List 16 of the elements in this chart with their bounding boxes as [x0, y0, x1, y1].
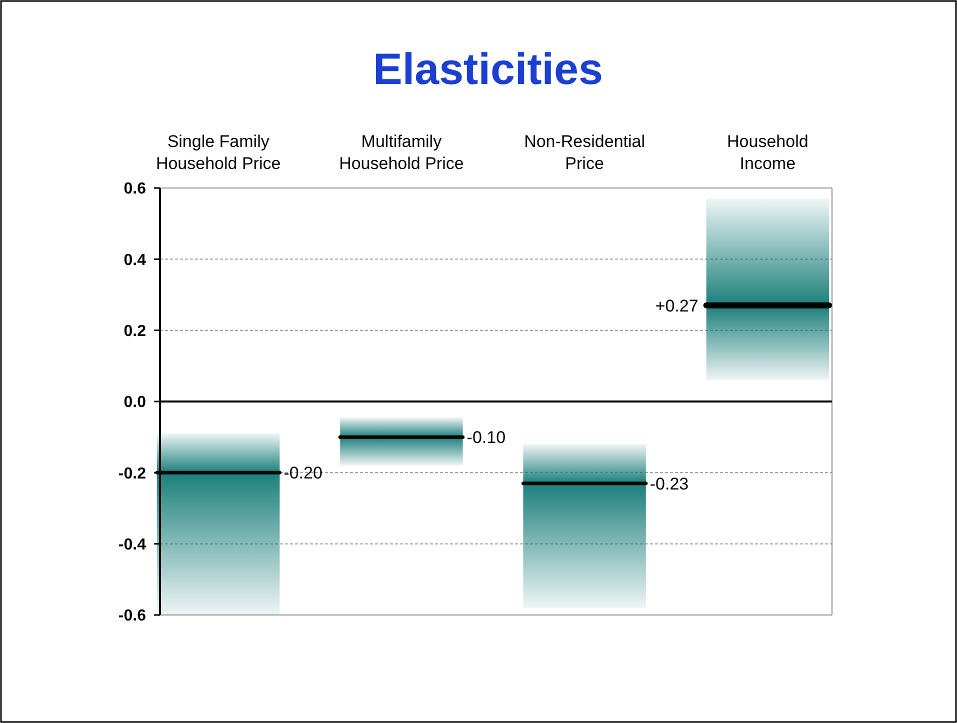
y-tick-label: -0.2	[118, 465, 146, 482]
x-tick-label: Household Income	[727, 132, 808, 173]
annotation: -0.20	[284, 464, 322, 483]
x-tick-label: Single Family Household Price	[156, 132, 281, 173]
annotation: -0.10	[466, 428, 506, 448]
annotation: -0.23	[650, 474, 689, 494]
y-tick-label: 0.4	[124, 252, 146, 269]
x-tick-label: Non-Residential Price	[524, 132, 646, 173]
y-tick-label: 0.2	[124, 322, 146, 340]
y-tick-label: -0.4	[118, 536, 146, 554]
x-tick-label: Multifamily Household Price	[339, 132, 464, 173]
chart-title: Elasticities	[373, 45, 603, 94]
y-tick-label: 0.6	[124, 180, 146, 198]
annotation: +0.27	[655, 296, 698, 316]
y-tick-label: 0.0	[124, 394, 146, 412]
y-tick-label: -0.6	[118, 608, 146, 625]
